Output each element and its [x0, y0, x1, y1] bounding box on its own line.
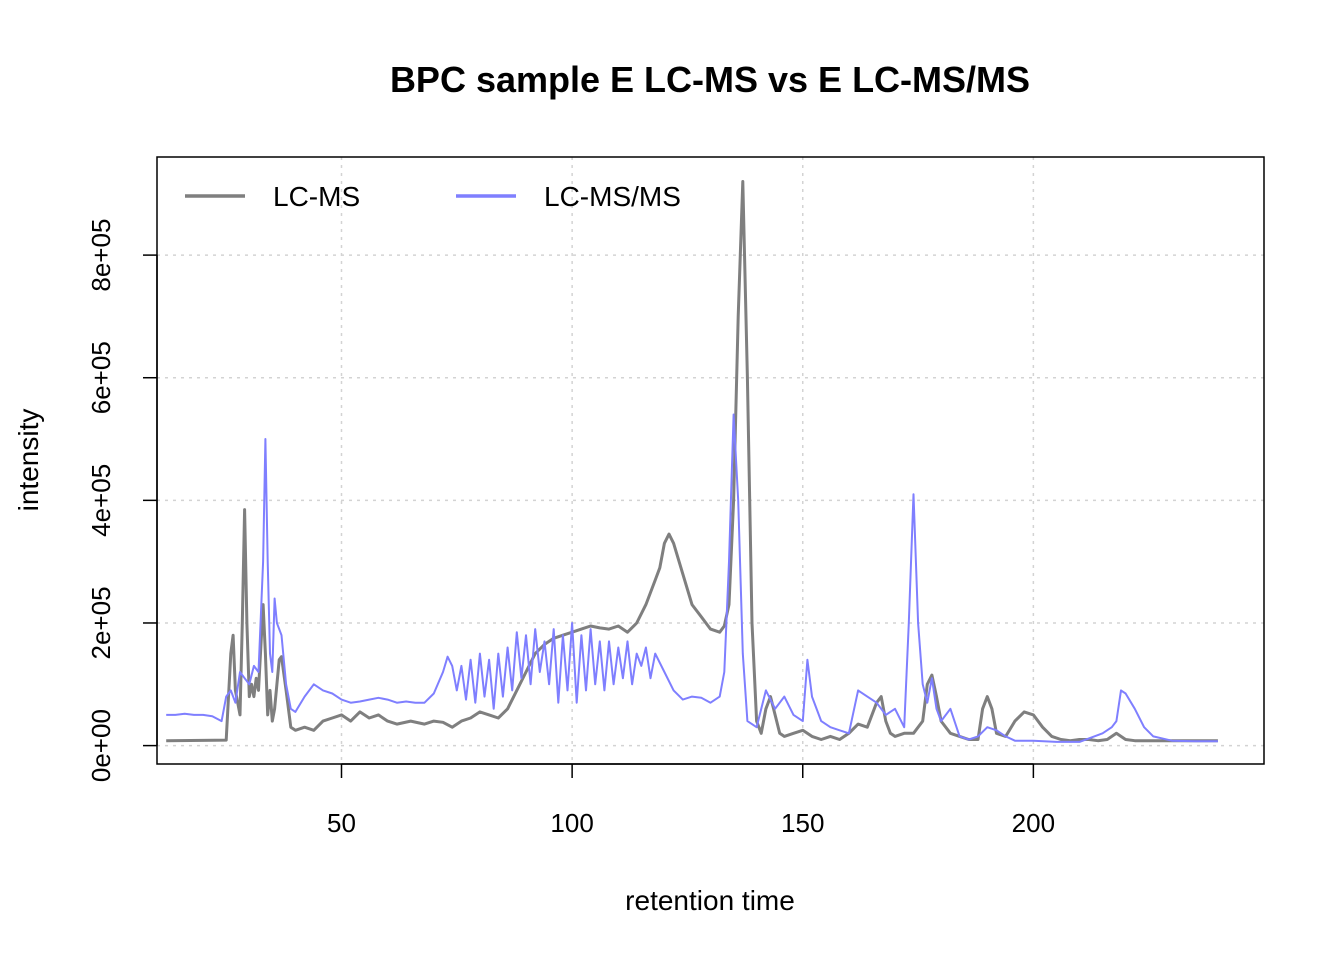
- x-axis-label: retention time: [625, 885, 795, 916]
- x-tick-label: 150: [781, 808, 824, 838]
- y-tick-label: 6e+05: [86, 341, 116, 414]
- x-axis: 50 100 150 200: [327, 763, 1055, 838]
- y-axis: 0e+00 2e+05 4e+05 6e+05 8e+05: [86, 219, 158, 782]
- y-tick-label: 0e+00: [86, 709, 116, 782]
- chart-title: BPC sample E LC-MS vs E LC-MS/MS: [390, 59, 1030, 100]
- y-tick-label: 2e+05: [86, 586, 116, 659]
- legend: LC-MS LC-MS/MS: [185, 181, 681, 212]
- y-axis-label: intensity: [13, 409, 44, 512]
- x-tick-label: 200: [1012, 808, 1055, 838]
- x-tick-label: 100: [550, 808, 593, 838]
- grid-lines: [157, 157, 1264, 764]
- y-tick-label: 8e+05: [86, 219, 116, 292]
- plot-frame: [156, 156, 1265, 765]
- y-tick-label: 4e+05: [86, 464, 116, 537]
- series-lines: [166, 180, 1218, 743]
- legend-label-lc-ms: LC-MS: [273, 181, 360, 212]
- series-line-lc-ms-ms: [166, 413, 1218, 743]
- series-line-lc-ms: [166, 180, 1218, 743]
- legend-label-lc-ms-ms: LC-MS/MS: [544, 181, 681, 212]
- x-tick-label: 50: [327, 808, 356, 838]
